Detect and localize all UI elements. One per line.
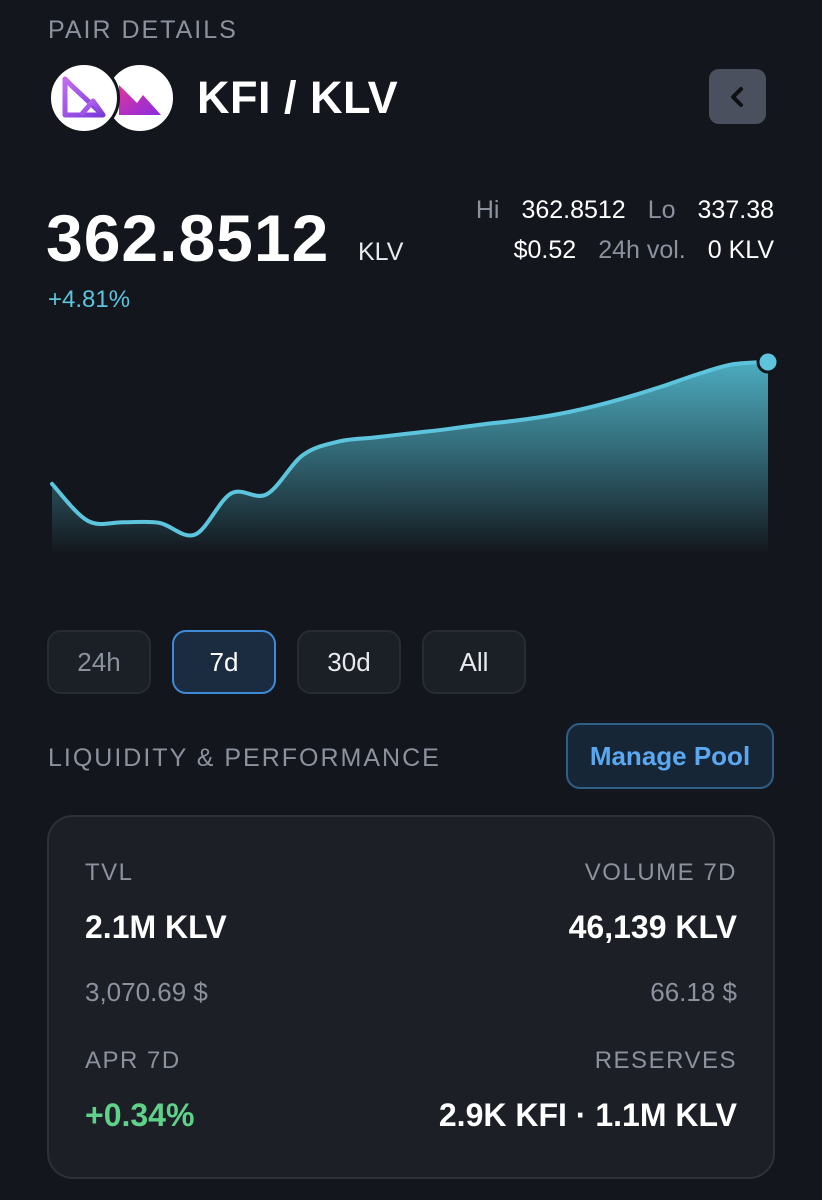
hi-label: Hi xyxy=(475,196,500,224)
time-range-tabs: 24h 7d 30d All xyxy=(47,630,526,694)
chart-series-line xyxy=(50,360,770,538)
price-chart xyxy=(50,350,780,554)
token-logos xyxy=(48,62,178,134)
section-label-liquidity: LIQUIDITY & PERFORMANCE xyxy=(48,744,441,772)
lo-value: 337.38 xyxy=(697,196,774,224)
chart-area-fill xyxy=(52,362,768,554)
current-price: 362.8512 xyxy=(46,201,330,275)
tab-30d[interactable]: 30d xyxy=(297,630,401,694)
chart-end-point xyxy=(756,350,780,374)
reserves-value: 2.9K KFI · 1.1M KLV xyxy=(438,1097,737,1133)
kfi-logo-icon xyxy=(48,62,120,134)
hi-value: 362.8512 xyxy=(521,196,626,224)
volume-7d-label: VOLUME 7D xyxy=(584,859,737,886)
apr-label: APR 7D xyxy=(85,1047,181,1074)
volume-24h-label: 24h vol. xyxy=(598,236,686,264)
tvl-label: TVL xyxy=(85,859,134,886)
price-change: +4.81% xyxy=(48,286,131,313)
tab-all[interactable]: All xyxy=(422,630,526,694)
liquidity-card: TVL 2.1M KLV 3,070.69 $ APR 7D +0.34% VO… xyxy=(47,815,775,1179)
volume-stats: $0.52 24h vol. 0 KLV xyxy=(514,236,774,265)
manage-pool-button[interactable]: Manage Pool xyxy=(566,723,774,789)
tab-24h[interactable]: 24h xyxy=(47,630,151,694)
back-button[interactable] xyxy=(709,69,766,124)
hi-lo-stats: Hi 362.8512 Lo 337.38 xyxy=(476,196,774,225)
lo-label: Lo xyxy=(647,196,676,224)
volume-7d-value: 46,139 KLV xyxy=(568,909,737,945)
tvl-usd: 3,070.69 $ xyxy=(85,977,208,1007)
price-unit: KLV xyxy=(358,238,404,266)
section-label-pair-details: PAIR DETAILS xyxy=(48,16,238,44)
apr-value: +0.34% xyxy=(85,1097,195,1133)
usd-price: $0.52 xyxy=(513,236,577,264)
chevron-left-icon xyxy=(730,86,743,107)
tvl-value: 2.1M KLV xyxy=(85,909,227,945)
pair-title: KFI / KLV xyxy=(197,72,399,123)
tab-7d[interactable]: 7d xyxy=(172,630,276,694)
reserves-label: RESERVES xyxy=(594,1047,737,1074)
volume-7d-usd: 66.18 $ xyxy=(650,977,737,1007)
volume-24h-value: 0 KLV xyxy=(707,236,774,264)
